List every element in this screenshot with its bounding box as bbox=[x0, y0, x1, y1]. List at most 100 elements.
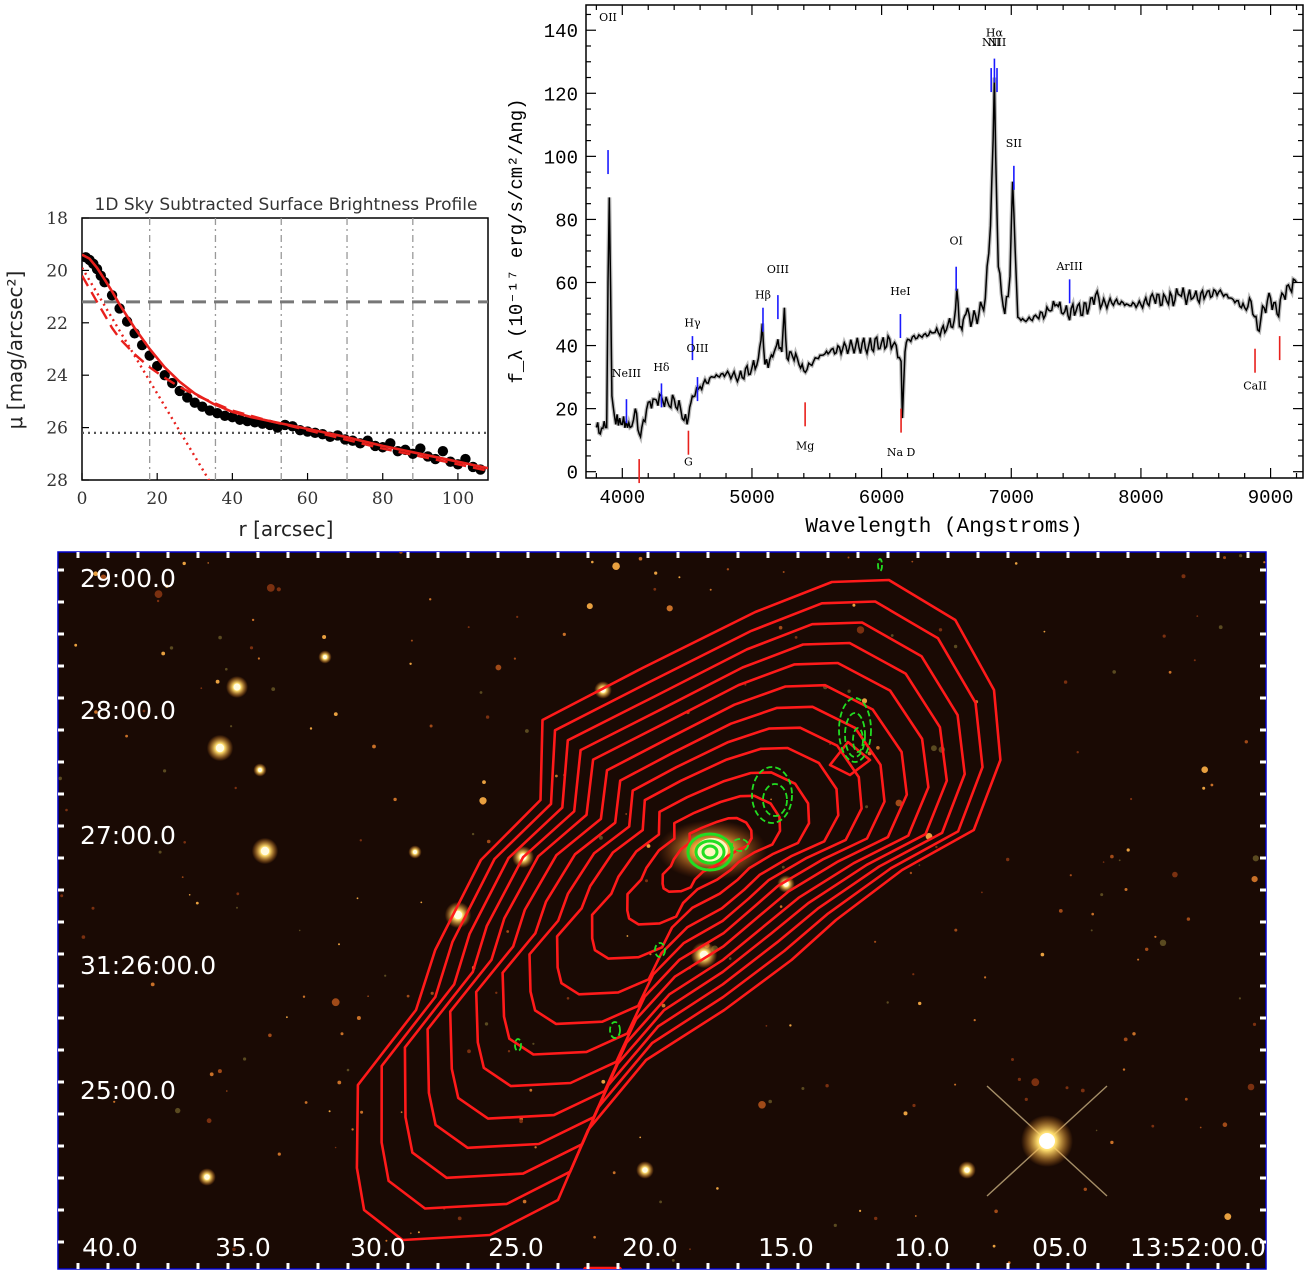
background-star bbox=[356, 1016, 361, 1020]
background-star bbox=[794, 636, 798, 639]
xray-contour bbox=[625, 794, 782, 926]
xray-contour bbox=[501, 705, 886, 1056]
background-star bbox=[226, 1090, 228, 1092]
profile-title: 1D Sky Subtracted Surface Brightness Pro… bbox=[95, 195, 478, 215]
radio-contour-core bbox=[701, 844, 719, 860]
right-ascension-label: 13:52:00.0 bbox=[1130, 1233, 1266, 1262]
background-star bbox=[646, 844, 651, 848]
emission-line-label: HeI bbox=[890, 285, 910, 298]
background-star bbox=[1076, 751, 1079, 754]
background-star bbox=[409, 1232, 412, 1235]
xray-contour bbox=[380, 600, 984, 1210]
background-star bbox=[626, 935, 629, 937]
background-star bbox=[778, 625, 783, 630]
radio-contour-core bbox=[686, 832, 734, 872]
background-star bbox=[142, 709, 146, 713]
background-star bbox=[935, 845, 938, 849]
background-star bbox=[1238, 997, 1241, 1000]
background-star bbox=[409, 662, 412, 665]
right-ascension-label: 25.0 bbox=[488, 1233, 544, 1262]
background-star bbox=[328, 1110, 331, 1113]
absorption-line-label: CaII bbox=[1243, 380, 1267, 393]
profile-y-tick-label: 22 bbox=[46, 314, 68, 334]
background-star bbox=[359, 839, 362, 842]
declination-label: 28:00.0 bbox=[80, 696, 176, 725]
profile-x-tick-label: 80 bbox=[372, 489, 394, 509]
background-star bbox=[1223, 556, 1226, 560]
background-star bbox=[984, 976, 987, 979]
spectrum-y-tick-label: 120 bbox=[544, 84, 578, 106]
emission-line-label: Hα bbox=[986, 27, 1004, 40]
background-star bbox=[847, 689, 851, 693]
profile-x-tick-label: 60 bbox=[297, 489, 319, 509]
background-star bbox=[243, 1057, 247, 1061]
background-star bbox=[372, 744, 376, 749]
background-star bbox=[298, 929, 301, 932]
background-star bbox=[859, 1209, 862, 1212]
background-star bbox=[912, 1103, 916, 1108]
background-star bbox=[625, 813, 628, 815]
profile-y-tick-label: 28 bbox=[46, 471, 68, 491]
background-star bbox=[1218, 625, 1223, 630]
profile-y-tick-label: 20 bbox=[46, 261, 68, 281]
background-star bbox=[1224, 1213, 1232, 1220]
background-star bbox=[1222, 1122, 1228, 1127]
background-star bbox=[217, 1069, 222, 1074]
background-star bbox=[74, 643, 78, 647]
spectrum-line bbox=[595, 77, 1298, 440]
background-star bbox=[406, 994, 410, 998]
background-star bbox=[1110, 854, 1114, 859]
background-star bbox=[852, 603, 856, 607]
spectrum-x-tick-label: 6000 bbox=[859, 487, 905, 509]
right-ascension-label: 35.0 bbox=[215, 1233, 271, 1262]
background-star bbox=[639, 1136, 642, 1139]
profile-y-tick-label: 18 bbox=[46, 209, 68, 229]
background-star bbox=[1159, 939, 1167, 946]
background-star bbox=[331, 998, 340, 1007]
background-star bbox=[1031, 1078, 1040, 1087]
background-star bbox=[93, 571, 98, 576]
right-ascension-label: 05.0 bbox=[1032, 1233, 1088, 1262]
emission-line-label: OIII bbox=[686, 342, 708, 355]
background-star bbox=[781, 865, 785, 869]
background-star bbox=[507, 1050, 511, 1053]
background-star bbox=[169, 646, 174, 650]
background-star bbox=[457, 1216, 462, 1221]
background-star bbox=[1126, 848, 1130, 852]
declination-label: 25:00.0 bbox=[80, 1076, 176, 1105]
background-star bbox=[591, 560, 594, 564]
background-star bbox=[1154, 935, 1157, 938]
background-star bbox=[1058, 909, 1063, 913]
spectrum-x-tick-label: 7000 bbox=[988, 487, 1034, 509]
background-star bbox=[954, 928, 958, 932]
background-star bbox=[918, 864, 921, 866]
background-star bbox=[232, 1247, 236, 1252]
profile-data-point bbox=[159, 370, 170, 381]
background-star bbox=[209, 1072, 214, 1077]
background-star bbox=[1043, 630, 1046, 633]
background-star bbox=[249, 646, 254, 650]
background-star bbox=[156, 599, 160, 603]
background-star bbox=[236, 906, 238, 909]
background-star bbox=[1252, 855, 1259, 862]
background-star bbox=[125, 734, 128, 738]
radio-contour bbox=[877, 558, 883, 572]
background-star bbox=[257, 657, 260, 660]
background-star bbox=[304, 1101, 308, 1104]
background-star bbox=[1083, 1187, 1088, 1192]
background-star bbox=[638, 556, 643, 561]
background-star bbox=[338, 943, 340, 946]
background-star bbox=[532, 1042, 535, 1045]
background-star bbox=[94, 710, 98, 714]
profile-data-point bbox=[415, 443, 426, 454]
background-star bbox=[1124, 888, 1128, 891]
background-star bbox=[1186, 917, 1191, 921]
background-star bbox=[1024, 1097, 1028, 1101]
background-star bbox=[689, 1248, 691, 1251]
emission-line-label: NII bbox=[988, 36, 1006, 49]
surface-brightness-panel: 1D Sky Subtracted Surface Brightness Pro… bbox=[3, 195, 489, 541]
background-star bbox=[913, 1240, 916, 1243]
radio-contour bbox=[852, 727, 864, 753]
background-star bbox=[286, 1016, 288, 1019]
absorption-line-label: Mg bbox=[796, 440, 814, 453]
